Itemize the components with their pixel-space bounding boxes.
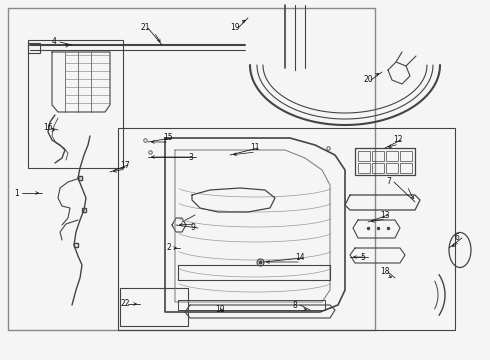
Text: 5: 5 <box>360 252 365 261</box>
Bar <box>386 163 398 173</box>
Text: 9: 9 <box>190 224 195 233</box>
Bar <box>8 8 375 330</box>
Bar <box>28 40 123 168</box>
Text: 17: 17 <box>120 161 130 170</box>
Text: 19: 19 <box>230 23 240 32</box>
Text: 6: 6 <box>454 234 459 243</box>
Text: 1: 1 <box>14 189 19 198</box>
Text: 22: 22 <box>120 300 129 309</box>
Text: 12: 12 <box>393 135 402 144</box>
Text: 14: 14 <box>295 253 305 262</box>
Bar <box>358 151 370 161</box>
Bar <box>358 163 370 173</box>
Bar <box>400 151 412 161</box>
Text: 4: 4 <box>52 37 57 46</box>
Text: 18: 18 <box>380 267 390 276</box>
Bar <box>28 43 40 53</box>
Bar <box>372 163 384 173</box>
Bar <box>372 151 384 161</box>
Text: 21: 21 <box>140 23 149 32</box>
Bar <box>386 151 398 161</box>
Text: 11: 11 <box>250 144 260 153</box>
Text: 16: 16 <box>43 123 52 132</box>
Text: 10: 10 <box>215 306 224 315</box>
Bar <box>120 288 188 326</box>
Text: 15: 15 <box>163 134 172 143</box>
Bar <box>400 163 412 173</box>
Text: 13: 13 <box>380 211 390 220</box>
Bar <box>118 128 455 330</box>
Text: 2: 2 <box>166 243 171 252</box>
Text: 20: 20 <box>363 76 372 85</box>
Text: 7: 7 <box>386 177 391 186</box>
Text: 3: 3 <box>188 153 193 162</box>
Text: 8: 8 <box>292 301 297 310</box>
